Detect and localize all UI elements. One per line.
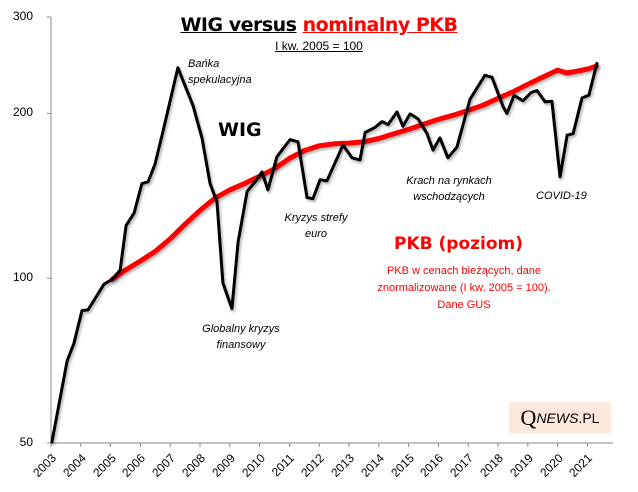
annotation-krach-line2: wschodzących bbox=[413, 191, 485, 203]
chart-title-pkb-part: nominalny PKB bbox=[302, 14, 458, 36]
annotation-kryzys-euro-line2: euro bbox=[304, 228, 328, 240]
logo-q: Q bbox=[520, 404, 537, 430]
annotation-banka-line2: spekulacyjna bbox=[188, 74, 252, 86]
pkb-series-label: PKB (poziom) bbox=[394, 234, 524, 254]
logo-news: NEWS bbox=[536, 409, 579, 426]
annotation-globalny-line1: Globalny kryzys bbox=[202, 323, 280, 335]
annotation-krach: Krach na rynkach wschodzących bbox=[398, 173, 500, 205]
annotation-kryzys-euro: Kryzys strefy euro bbox=[276, 210, 356, 242]
annotation-globalny-kryzys: Globalny kryzys finansowy bbox=[186, 321, 296, 353]
y-tick-label: 50 bbox=[19, 435, 33, 449]
annotation-banka: Bańka spekulacyjna bbox=[188, 56, 252, 88]
y-tick-label: 300 bbox=[12, 9, 33, 23]
annotation-covid: COVID-19 bbox=[536, 190, 587, 202]
chart-title: WIG versus nominalny PKB bbox=[0, 14, 638, 36]
chart-title-wig-part: WIG versus bbox=[180, 14, 297, 36]
pkb-description: PKB w cenach bieżących, dane znormalizow… bbox=[354, 263, 574, 314]
chart-subtitle: I kw. 2005 = 100 bbox=[275, 39, 363, 53]
annotation-globalny-line2: finansowy bbox=[216, 339, 266, 351]
series-layer bbox=[50, 61, 599, 444]
annotation-kryzys-euro-line1: Kryzys strefy bbox=[284, 212, 348, 224]
wig-series-label: WIG bbox=[218, 119, 262, 141]
pkb-description-line3: Dane GUS bbox=[437, 299, 491, 311]
qnews-logo: Q NEWS .PL bbox=[509, 402, 611, 433]
y-tick-label: 200 bbox=[12, 105, 33, 120]
logo-pl: .PL bbox=[578, 409, 600, 426]
pkb-description-line1: PKB w cenach bieżących, dane bbox=[386, 265, 542, 277]
y-tick-label: 100 bbox=[12, 270, 33, 285]
pkb-description-line2: znormalizowane (I kw. 2005 = 100). bbox=[377, 282, 551, 294]
annotation-krach-line1: Krach na rynkach bbox=[406, 175, 492, 187]
axes bbox=[47, 16, 613, 447]
annotation-banka-line1: Bańka bbox=[188, 58, 220, 70]
